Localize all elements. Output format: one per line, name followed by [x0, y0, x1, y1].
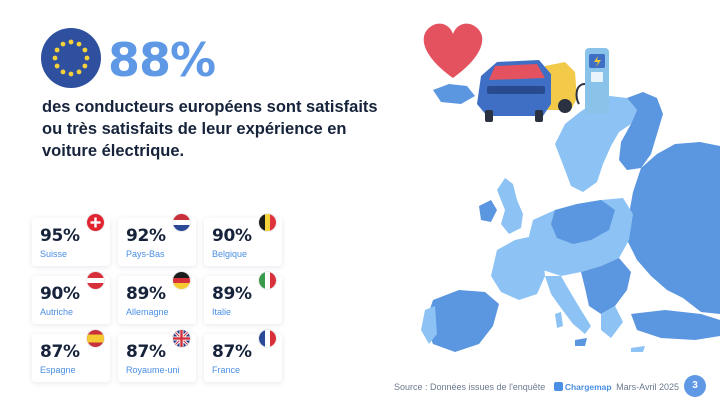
page-number-badge: 3 — [684, 375, 706, 397]
stat-percent: 95% — [40, 226, 80, 246]
source-text: Source : Données issues de l'enquête — [394, 382, 546, 392]
stat-country: Autriche — [40, 307, 74, 317]
switzerland-flag-icon — [87, 214, 104, 231]
france-flag-icon — [259, 330, 276, 347]
stat-country: Italie — [212, 307, 232, 317]
uk-flag-icon — [173, 330, 190, 347]
stat-card-suisse: 95% Suisse — [32, 214, 110, 266]
heart-icon — [423, 23, 483, 78]
austria-flag-icon — [87, 272, 104, 289]
stat-card-autriche: 90% Autriche — [32, 272, 110, 324]
stat-percent: 89% — [126, 284, 166, 304]
eu-flag-icon — [41, 28, 101, 88]
electric-car-icon — [477, 60, 577, 122]
stat-percent: 92% — [126, 226, 166, 246]
footer-source: Source : Données issues de l'enquête Cha… — [394, 382, 679, 392]
belgium-flag-icon — [259, 214, 276, 231]
stat-percent: 87% — [126, 342, 166, 362]
germany-flag-icon — [173, 272, 190, 289]
stat-country: Suisse — [40, 249, 68, 259]
brand-name: Chargemap — [564, 382, 612, 392]
stat-percent: 90% — [212, 226, 252, 246]
europe-map — [421, 23, 720, 352]
stat-percent: 87% — [40, 342, 80, 362]
stat-card-espagne: 87% Espagne — [32, 330, 110, 382]
stat-country: Belgique — [212, 249, 248, 259]
chargemap-icon — [553, 382, 563, 391]
stat-card-france: 87% France — [204, 330, 282, 382]
stat-percent: 87% — [212, 342, 252, 362]
subtitle-text: des conducteurs européens sont satisfait… — [42, 98, 378, 160]
period-text: Mars-Avril 2025 — [616, 382, 679, 392]
stat-card-italie: 89% Italie — [204, 272, 282, 324]
spain-flag-icon — [87, 330, 104, 347]
stat-percent: 90% — [40, 284, 80, 304]
stat-card-royaume-uni: 87% Royaume-uni — [118, 330, 196, 382]
stat-card-belgique: 90% Belgique — [204, 214, 282, 266]
stat-percent: 89% — [212, 284, 252, 304]
stat-card-pays-bas: 92% Pays-Bas — [118, 214, 196, 266]
netherlands-flag-icon — [173, 214, 190, 231]
stat-country: Royaume-uni — [126, 365, 180, 375]
charging-station-icon — [575, 48, 609, 114]
italy-flag-icon — [259, 272, 276, 289]
chargemap-logo: Chargemap — [553, 382, 612, 392]
stat-country: Espagne — [40, 365, 76, 375]
headline-percent: 88% — [108, 33, 216, 87]
stat-card-allemagne: 89% Allemagne — [118, 272, 196, 324]
stat-country: Allemagne — [126, 307, 169, 317]
stat-country: Pays-Bas — [126, 249, 165, 259]
stat-country: France — [212, 365, 241, 375]
